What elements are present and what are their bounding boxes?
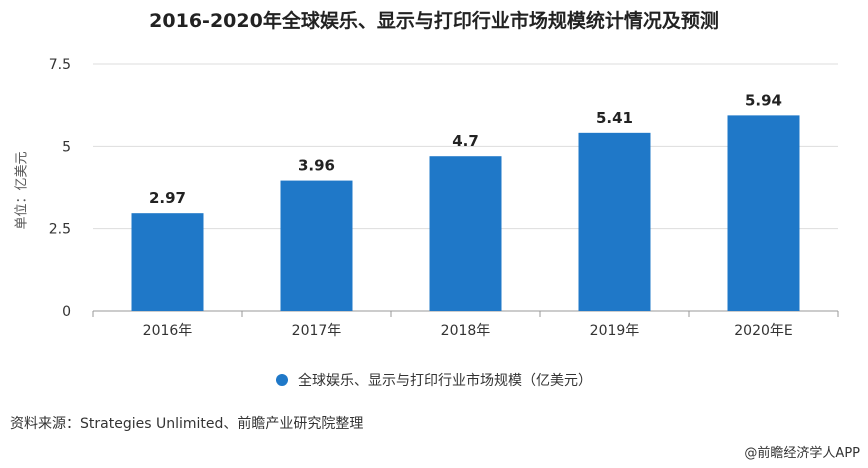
bar [578,132,651,311]
bar [131,213,204,311]
bar-chart: 0 2.5 5 7.5 2.97 2016年 3.96 2017年 4.7 2018年 5.41 20… [49,57,839,339]
data-label: 4.7 [452,132,479,150]
y-tick-label: 0 [62,304,71,320]
x-tick-label: 2018年 [441,323,491,339]
credit-note: @前瞻经济学人APP [744,446,860,461]
source-note: 资料来源：Strategies Unlimited、前瞻产业研究院整理 [10,416,364,432]
x-tick-label: 2020年E [734,323,792,339]
x-tick-label: 2016年 [143,323,193,339]
y-tick-label: 7.5 [49,57,71,73]
data-label: 2.97 [149,189,186,207]
chart-title: 2016-2020年全球娱乐、显示与打印行业市场规模统计情况及预测 [149,10,719,32]
data-label: 3.96 [298,157,335,175]
legend-label: 全球娱乐、显示与打印行业市场规模（亿美元） [298,373,592,389]
data-label: 5.94 [745,91,782,109]
y-tick-label: 5 [62,139,71,155]
x-tick-label: 2019年 [590,323,640,339]
bar [429,156,502,311]
bar [280,180,353,311]
legend-dot-icon [276,374,288,386]
y-tick-label: 2.5 [49,222,71,238]
bar [727,115,800,311]
data-label: 5.41 [596,109,633,127]
legend: 全球娱乐、显示与打印行业市场规模（亿美元） [0,370,868,390]
x-tick-label: 2017年 [292,323,342,339]
